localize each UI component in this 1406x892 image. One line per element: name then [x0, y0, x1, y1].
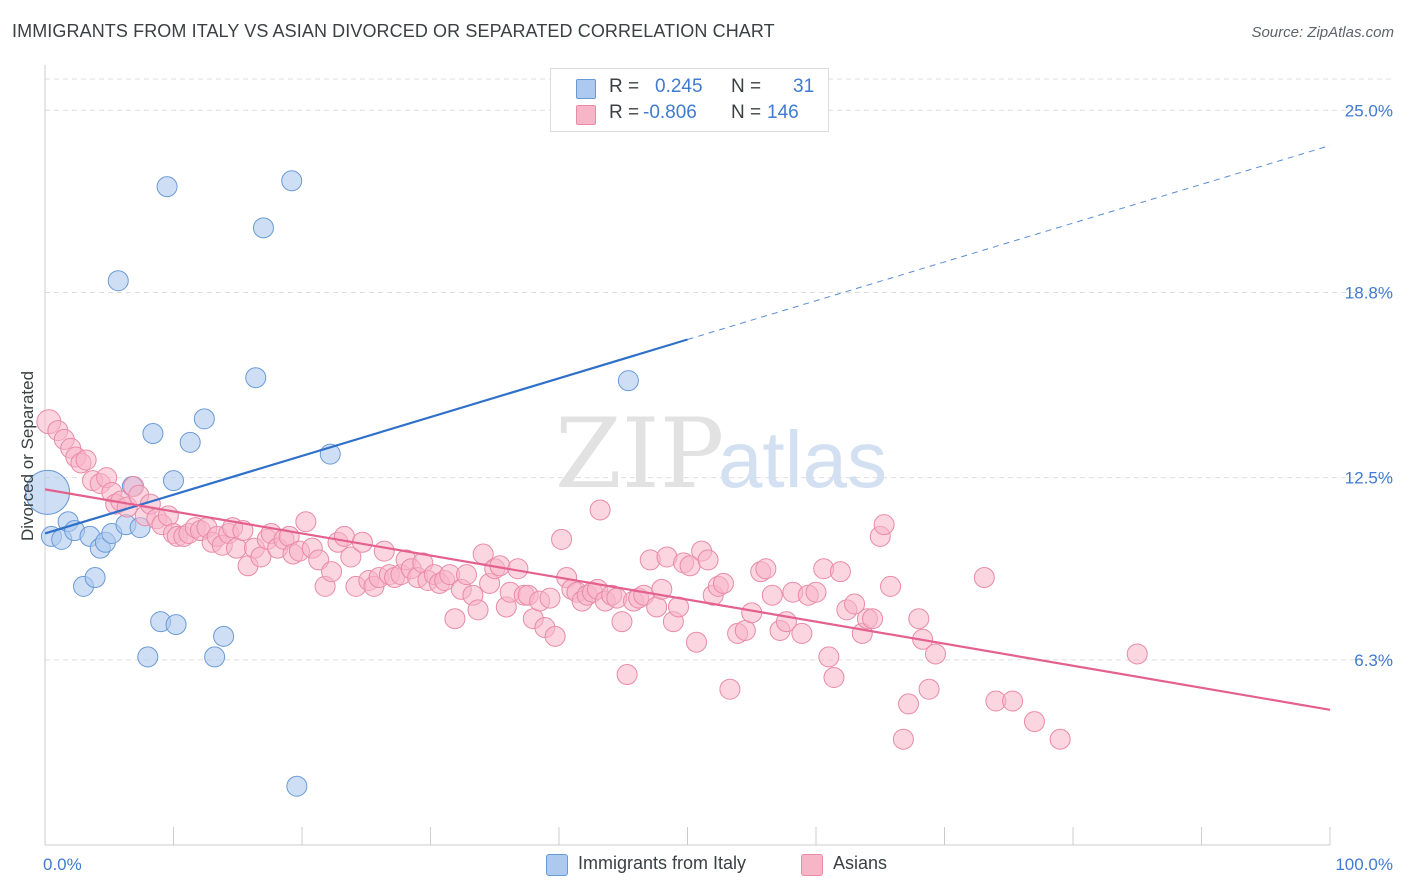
asian-point-75	[467, 599, 489, 621]
italy-point-27	[281, 170, 303, 192]
legend-asian-n-value: 146	[767, 102, 799, 123]
asian-trend-line	[44, 488, 1331, 711]
asian-point-145	[880, 575, 902, 597]
asian-point-49	[321, 561, 343, 583]
italy-point-11	[107, 270, 129, 292]
asian-point-103	[616, 664, 638, 686]
asian-point-98	[589, 499, 611, 521]
watermark-zip: ZIP	[555, 398, 724, 510]
asian-point-89	[544, 625, 566, 647]
tick-labels: 6.3% 12.5% 18.8% 25.0% 0.0% 100.0%	[43, 101, 1393, 874]
asian-point-58	[373, 540, 395, 562]
legend-italy-r-label: R =	[609, 76, 640, 97]
asian-point-6	[75, 449, 97, 471]
chart-title: IMMIGRANTS FROM ITALY VS ASIAN DIVORCED …	[12, 21, 775, 41]
asian-point-154	[1002, 690, 1024, 712]
asian-point-135	[818, 646, 840, 668]
italy-swatch	[576, 79, 596, 99]
correlation-legend: R = 0.245 N = 31 R = -0.806 N = 146	[550, 68, 829, 132]
asian-point-52	[340, 546, 362, 568]
asian-point-102	[611, 611, 633, 633]
legend-italy-n-label: N =	[731, 76, 762, 97]
axes-layer	[44, 65, 1331, 846]
italy-point-0	[25, 469, 71, 515]
asian-point-71	[444, 608, 466, 630]
asian-point-126	[755, 558, 777, 580]
asian-point-127	[761, 584, 783, 606]
bottom-italy-swatch	[546, 854, 568, 876]
italy-points-group	[25, 170, 639, 797]
asian-point-156	[1049, 728, 1071, 750]
asian-points-group	[36, 409, 1148, 750]
asian-point-155	[1023, 711, 1045, 733]
watermark-atlas: atlas	[718, 415, 887, 504]
legend-asian-n-label: N =	[731, 102, 762, 123]
x-tick-label-max: 100.0%	[1335, 855, 1393, 874]
asian-point-88	[539, 587, 561, 609]
asian-point-133	[805, 581, 827, 603]
y-axis-label: Divorced or Separated	[18, 371, 37, 541]
asian-point-137	[829, 561, 851, 583]
italy-trend-extension	[687, 145, 1331, 340]
asian-point-34	[232, 520, 254, 542]
asian-point-108	[646, 596, 668, 618]
legend-italy-r-value: 0.245	[655, 76, 703, 97]
italy-point-25	[245, 367, 267, 389]
asian-point-148	[908, 608, 930, 630]
asian-point-131	[791, 622, 813, 644]
x-tick-label-min: 0.0%	[43, 855, 82, 874]
y-tick-label-2: 18.8%	[1345, 283, 1393, 302]
asian-point-151	[925, 643, 947, 665]
asian-point-146	[892, 728, 914, 750]
asian-point-152	[973, 567, 995, 589]
italy-point-7	[84, 567, 106, 589]
italy-point-30	[617, 370, 639, 392]
italy-point-23	[204, 646, 226, 668]
asian-point-150	[918, 678, 940, 700]
italy-point-26	[252, 217, 274, 239]
y-tick-label-3: 25.0%	[1345, 101, 1393, 120]
asian-point-90	[551, 528, 573, 550]
asian-point-123	[734, 619, 756, 641]
italy-point-20	[163, 470, 184, 492]
italy-point-28	[286, 775, 308, 797]
asian-point-157	[1126, 643, 1148, 665]
asian-point-136	[823, 666, 845, 688]
asian-point-121	[719, 678, 741, 700]
asian-point-142	[862, 608, 884, 630]
trend-layer	[44, 145, 1331, 711]
italy-point-19	[165, 614, 187, 636]
asian-point-120	[712, 572, 734, 594]
italy-point-24	[213, 625, 235, 647]
italy-point-21	[179, 431, 201, 453]
bottom-asian-label: Asians	[833, 853, 888, 873]
y-tick-label-0: 6.3%	[1354, 651, 1393, 670]
y-tick-label-1: 12.5%	[1345, 469, 1393, 488]
asian-point-147	[898, 693, 920, 715]
italy-point-18	[156, 176, 178, 198]
asian-point-73	[455, 564, 477, 586]
asian-point-115	[685, 631, 707, 653]
source-label: Source: ZipAtlas.com	[1251, 24, 1394, 41]
legend-asian-r-value: -0.806	[643, 102, 697, 123]
italy-point-15	[137, 646, 159, 668]
legend-italy-n-value: 31	[793, 76, 815, 97]
italy-point-22	[193, 408, 215, 430]
asian-point-45	[295, 511, 317, 533]
asian-swatch	[576, 105, 596, 125]
asian-point-144	[873, 514, 895, 536]
asian-point-117	[697, 549, 719, 571]
italy-trend-line	[44, 338, 688, 535]
italy-point-16	[142, 423, 164, 445]
watermark: ZIP atlas	[555, 398, 887, 510]
asian-point-51	[333, 525, 355, 547]
asian-point-33	[225, 537, 247, 559]
legend-asian-r-label: R =	[609, 102, 640, 123]
bottom-asian-swatch	[801, 854, 823, 876]
asian-point-139	[844, 593, 866, 615]
bottom-italy-label: Immigrants from Italy	[578, 853, 747, 873]
